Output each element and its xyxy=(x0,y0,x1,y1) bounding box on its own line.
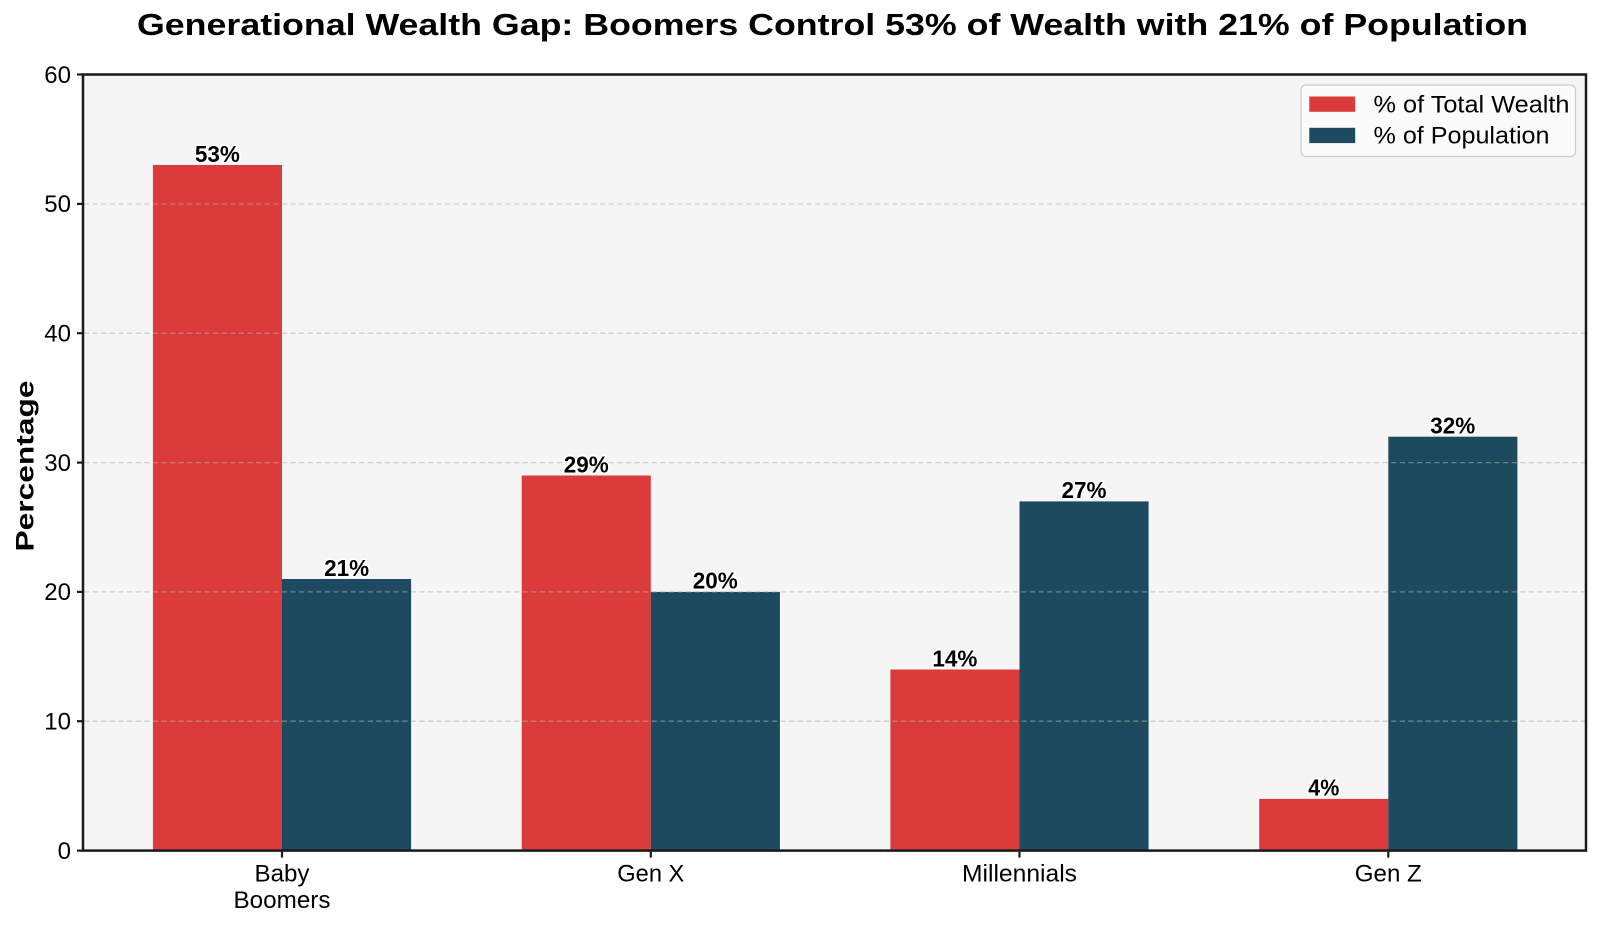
svg-text:Percentage: Percentage xyxy=(12,381,40,552)
svg-text:% of Total Wealth: % of Total Wealth xyxy=(1374,91,1570,118)
svg-text:% of Population: % of Population xyxy=(1374,123,1550,150)
svg-text:30: 30 xyxy=(44,450,71,477)
svg-text:20: 20 xyxy=(44,579,71,606)
svg-text:Boomers: Boomers xyxy=(234,887,331,914)
svg-text:32%: 32% xyxy=(1430,413,1475,439)
svg-text:21%: 21% xyxy=(324,555,369,581)
svg-text:0: 0 xyxy=(58,838,71,865)
svg-text:Baby: Baby xyxy=(255,861,311,888)
svg-text:29%: 29% xyxy=(564,451,609,477)
svg-text:50: 50 xyxy=(44,191,71,218)
svg-text:14%: 14% xyxy=(932,645,977,671)
svg-text:10: 10 xyxy=(44,709,71,736)
svg-text:40: 40 xyxy=(44,320,71,347)
svg-text:Generational Wealth Gap: Boome: Generational Wealth Gap: Boomers Control… xyxy=(137,8,1528,42)
svg-text:4%: 4% xyxy=(1308,775,1339,801)
svg-text:Gen Z: Gen Z xyxy=(1355,861,1422,888)
svg-text:60: 60 xyxy=(44,62,71,89)
svg-text:27%: 27% xyxy=(1062,477,1107,503)
svg-text:20%: 20% xyxy=(693,568,738,594)
svg-text:Gen X: Gen X xyxy=(617,861,684,888)
svg-text:53%: 53% xyxy=(195,141,240,167)
svg-text:Millennials: Millennials xyxy=(962,861,1077,888)
